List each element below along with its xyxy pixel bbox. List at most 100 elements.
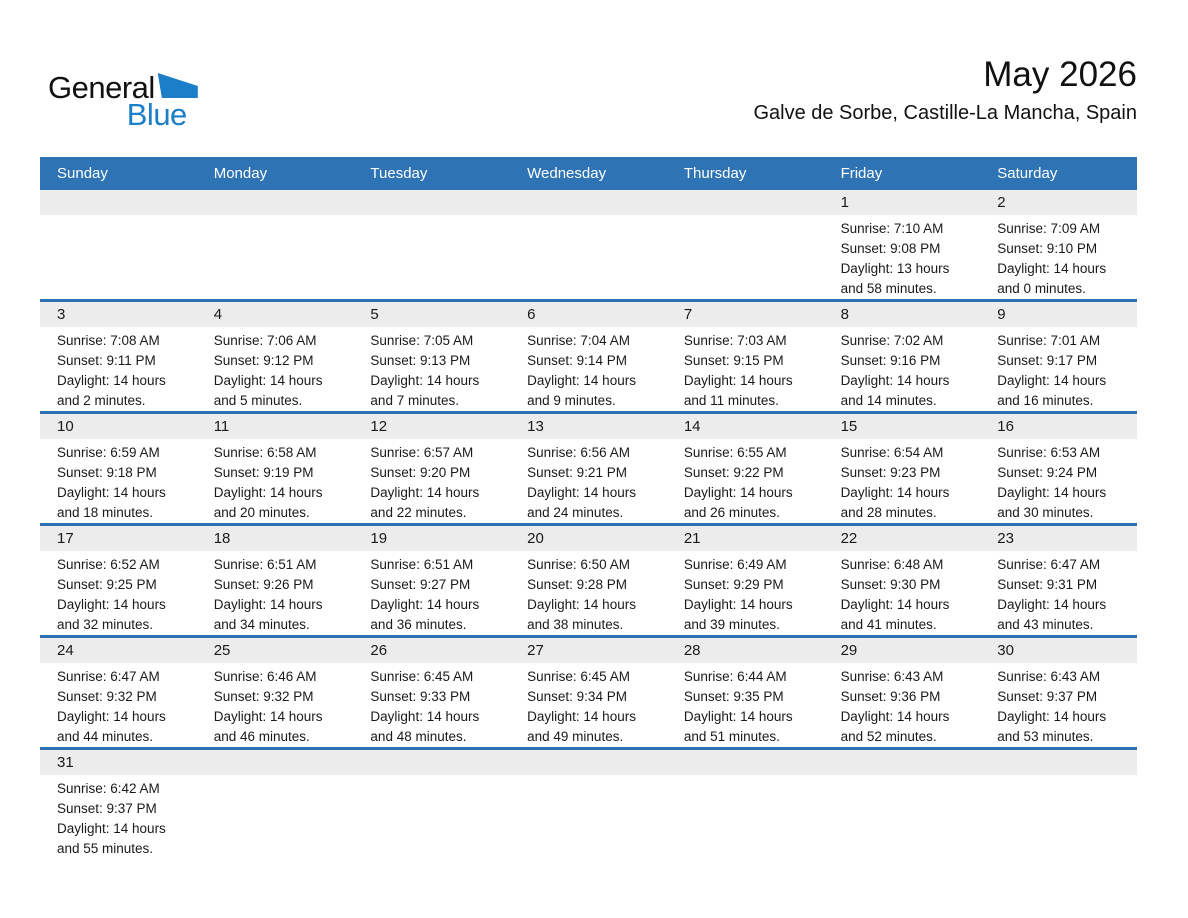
day-detail-line: Sunset: 9:10 PM: [997, 241, 1098, 256]
day-detail-line: Sunset: 9:14 PM: [527, 353, 627, 368]
day-number: 23: [980, 526, 1137, 551]
empty-cell: [40, 190, 197, 299]
day-number: 27: [510, 638, 667, 663]
day-detail-line: Daylight: 14 hours: [840, 709, 950, 724]
day-details: Sunrise: 6:57 AM Sunset: 9:20 PM Daylight:…: [353, 439, 510, 523]
day-number: 2: [980, 190, 1137, 215]
day-number-empty: [510, 190, 667, 215]
day-detail-line: Daylight: 14 hours: [997, 485, 1107, 500]
day-detail-line: Sunset: 9:13 PM: [370, 353, 471, 368]
day-cell-4: 4 Sunrise: 7:06 AM Sunset: 9:12 PM Daylight…: [196, 302, 354, 411]
day-detail-line: and 11 minutes.: [683, 393, 779, 408]
day-detail-line: and 22 minutes.: [370, 505, 467, 520]
day-number: 25: [196, 638, 354, 663]
day-detail-line: and 14 minutes.: [840, 393, 937, 408]
day-cell-31: 31 Sunrise: 6:42 AM Sunset: 9:37 PM Dayligh…: [40, 750, 197, 859]
day-detail-line: Daylight: 14 hours: [997, 373, 1107, 388]
day-detail-line: Daylight: 14 hours: [527, 709, 636, 724]
day-cell-3: 3 Sunrise: 7:08 AM Sunset: 9:11 PM Daylight…: [40, 302, 197, 411]
day-detail-line: Daylight: 14 hours: [57, 709, 166, 724]
day-number: 4: [196, 302, 354, 327]
day-detail-line: and 24 minutes.: [527, 505, 624, 520]
empty-cell: [980, 750, 1137, 859]
day-detail-line: Sunrise: 6:49 AM: [683, 557, 787, 572]
day-details: Sunrise: 6:52 AM Sunset: 9:25 PM Daylight:…: [40, 551, 197, 635]
day-number-empty: [823, 750, 981, 775]
day-detail-line: Sunrise: 7:05 AM: [370, 333, 474, 348]
weekday-header-saturday: Saturday: [997, 165, 1058, 182]
calendar-table: Sunday Monday Tuesday Wednesday Thursday Frid…: [40, 157, 1137, 859]
week-row-4: 17 Sunrise: 6:52 AM Sunset: 9:25 PM Dayligh…: [40, 523, 1137, 635]
day-detail-line: Daylight: 14 hours: [997, 261, 1107, 276]
day-number: 9: [980, 302, 1137, 327]
day-detail-line: and 0 minutes.: [997, 281, 1086, 296]
day-detail-line: and 18 minutes.: [57, 505, 154, 520]
day-details: Sunrise: 7:05 AM Sunset: 9:13 PM Daylight:…: [353, 327, 510, 411]
day-cell-20: 20 Sunrise: 6:50 AM Sunset: 9:28 PM Dayligh…: [510, 526, 667, 635]
day-number-empty: [980, 750, 1137, 775]
day-detail-line: Sunrise: 6:47 AM: [57, 669, 160, 684]
day-details: Sunrise: 7:09 AM Sunset: 9:10 PM Daylight:…: [980, 215, 1137, 299]
day-detail-line: Sunset: 9:20 PM: [370, 465, 471, 480]
day-number: 10: [40, 414, 197, 439]
weekday-header-row: Sunday Monday Tuesday Wednesday Thursday Frid…: [40, 157, 1137, 190]
day-detail-line: Daylight: 14 hours: [57, 485, 166, 500]
day-detail-line: and 32 minutes.: [57, 617, 154, 632]
day-number: 7: [666, 302, 824, 327]
day-detail-line: Daylight: 14 hours: [683, 373, 793, 388]
day-cell-12: 12 Sunrise: 6:57 AM Sunset: 9:20 PM Dayligh…: [353, 414, 511, 523]
day-details: Sunrise: 6:43 AM Sunset: 9:36 PM Daylight:…: [824, 663, 981, 747]
day-detail-line: Sunrise: 7:09 AM: [997, 221, 1101, 236]
day-number-empty: [353, 750, 511, 775]
day-detail-line: Sunset: 9:37 PM: [997, 689, 1098, 704]
day-detail-line: Sunrise: 6:51 AM: [213, 557, 317, 572]
day-detail-line: Daylight: 14 hours: [370, 485, 480, 500]
day-details: Sunrise: 6:43 AM Sunset: 9:37 PM Daylight:…: [980, 663, 1137, 747]
day-detail-line: Daylight: 14 hours: [213, 709, 323, 724]
week-row-6: 31 Sunrise: 6:42 AM Sunset: 9:37 PM Dayligh…: [40, 747, 1137, 859]
day-details: Sunrise: 7:06 AM Sunset: 9:12 PM Daylight:…: [197, 327, 354, 411]
day-number-empty: [510, 750, 667, 775]
day-detail-line: Daylight: 14 hours: [683, 485, 793, 500]
day-detail-line: and 52 minutes.: [840, 729, 937, 744]
day-detail-line: Sunrise: 6:56 AM: [527, 445, 630, 460]
week-row-1: 1 Sunrise: 7:10 AM Sunset: 9:08 PM Daylight…: [40, 190, 1137, 299]
day-detail-line: and 34 minutes.: [213, 617, 310, 632]
day-detail-line: Daylight: 14 hours: [213, 597, 323, 612]
week-row-5: 24 Sunrise: 6:47 AM Sunset: 9:32 PM Dayligh…: [40, 635, 1137, 747]
week-row-2: 3 Sunrise: 7:08 AM Sunset: 9:11 PM Daylight…: [40, 299, 1137, 411]
day-cell-19: 19 Sunrise: 6:51 AM Sunset: 9:27 PM Dayligh…: [353, 526, 511, 635]
day-details: Sunrise: 6:47 AM Sunset: 9:32 PM Daylight:…: [40, 663, 197, 747]
day-detail-line: Daylight: 14 hours: [213, 373, 323, 388]
day-cell-23: 23 Sunrise: 6:47 AM Sunset: 9:31 PM Dayligh…: [980, 526, 1137, 635]
day-detail-line: and 48 minutes.: [370, 729, 467, 744]
day-detail-line: and 5 minutes.: [213, 393, 303, 408]
day-number: 28: [666, 638, 824, 663]
day-number: 8: [823, 302, 981, 327]
day-detail-line: and 43 minutes.: [997, 617, 1094, 632]
day-detail-line: Sunset: 9:28 PM: [527, 577, 627, 592]
day-number: 15: [823, 414, 981, 439]
day-detail-line: Daylight: 14 hours: [997, 709, 1107, 724]
day-number: 14: [666, 414, 824, 439]
day-detail-line: Sunrise: 6:47 AM: [997, 557, 1101, 572]
day-detail-line: Sunrise: 6:57 AM: [370, 445, 474, 460]
day-detail-line: and 2 minutes.: [57, 393, 146, 408]
day-detail-line: Daylight: 14 hours: [840, 597, 950, 612]
day-details: Sunrise: 6:53 AM Sunset: 9:24 PM Daylight:…: [980, 439, 1137, 523]
day-detail-line: Daylight: 14 hours: [840, 485, 950, 500]
day-detail-line: and 7 minutes.: [370, 393, 459, 408]
empty-cell: [823, 750, 981, 859]
day-number: 26: [353, 638, 511, 663]
calendar-weeks: 1 Sunrise: 7:10 AM Sunset: 9:08 PM Daylight…: [40, 190, 1137, 859]
day-detail-line: Sunrise: 6:52 AM: [57, 557, 160, 572]
day-number: 3: [40, 302, 197, 327]
day-number: 11: [196, 414, 354, 439]
empty-cell: [353, 750, 511, 859]
day-detail-line: Sunset: 9:32 PM: [213, 689, 314, 704]
day-detail-line: Sunset: 9:08 PM: [840, 241, 941, 256]
day-detail-line: Sunset: 9:30 PM: [840, 577, 941, 592]
day-cell-13: 13 Sunrise: 6:56 AM Sunset: 9:21 PM Dayligh…: [510, 414, 667, 523]
day-detail-line: and 44 minutes.: [57, 729, 154, 744]
day-detail-line: Sunset: 9:12 PM: [213, 353, 314, 368]
